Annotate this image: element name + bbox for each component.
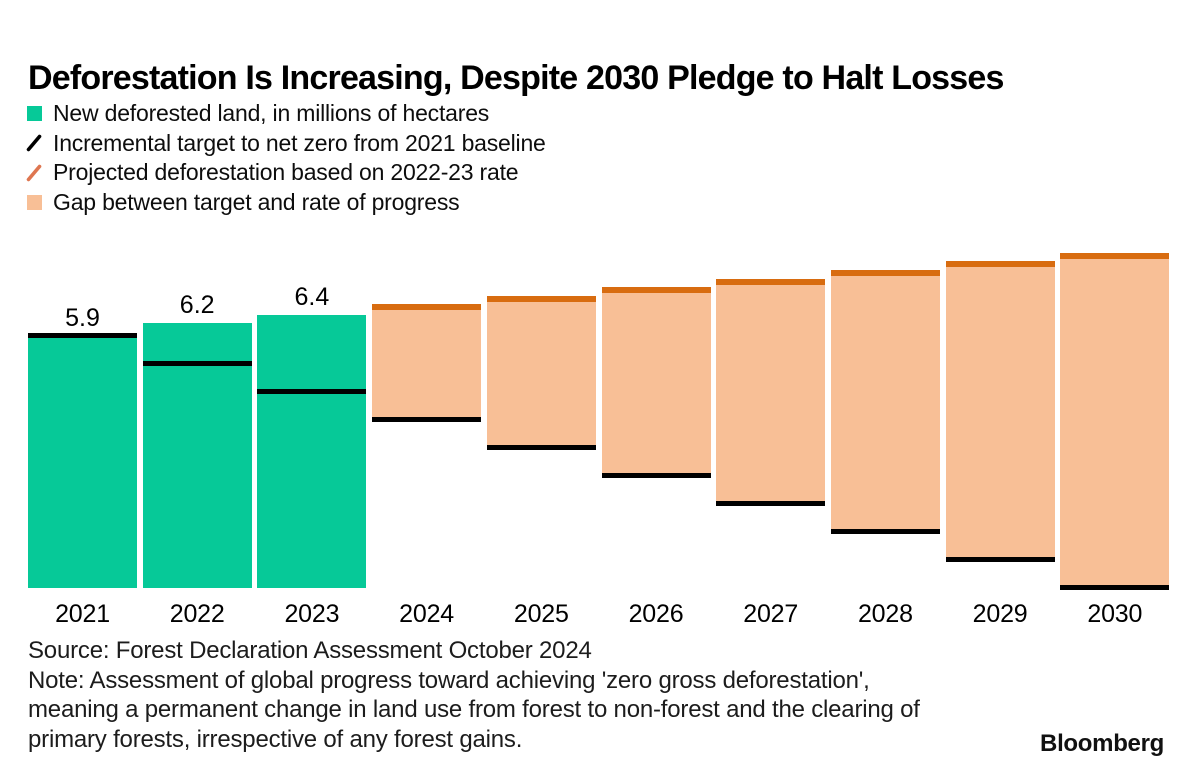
legend-item-gap: Gap between target and rate of progress — [26, 188, 546, 218]
green-square-swatch-icon — [26, 104, 42, 124]
bar-gap-2029 — [945, 261, 1055, 560]
footer: Source: Forest Declaration Assessment Oc… — [28, 636, 956, 754]
x-tick-2030: 2030 — [1087, 600, 1143, 628]
target-line-2023 — [257, 389, 367, 394]
source-text: Source: Forest Declaration Assessment Oc… — [28, 637, 592, 664]
legend-item-label: Incremental target to net zero from 2021… — [53, 129, 546, 156]
peach-square-swatch-icon — [26, 192, 42, 212]
target-line-2029 — [945, 556, 1055, 562]
projected-line-2026 — [601, 287, 711, 294]
target-line-2021 — [28, 333, 137, 339]
x-tick-2026: 2026 — [628, 600, 684, 628]
projected-line-2027 — [716, 278, 826, 285]
legend-item-new-deforested-land: New deforested land, in millions of hect… — [26, 99, 546, 129]
projected-line-2030 — [1060, 252, 1170, 259]
bar-gap-2027 — [716, 278, 826, 504]
target-line-2028 — [830, 529, 940, 535]
x-tick-2029: 2029 — [972, 600, 1028, 628]
x-tick-2022: 2022 — [169, 600, 225, 628]
legend-item-label: New deforested land, in millions of hect… — [53, 100, 490, 127]
chart-title: Deforestation Is Increasing, Despite 203… — [28, 58, 1004, 97]
bar-actual-2022 — [142, 323, 252, 588]
bar-gap-2030 — [1060, 252, 1170, 588]
target-line-2025 — [486, 444, 596, 450]
bar-gap-2026 — [601, 287, 711, 477]
bar-gap-2025 — [486, 295, 596, 448]
legend-item-label: Projected deforestation based on 2022-23… — [53, 159, 519, 186]
legend-item-incremental-target: Incremental target to net zero from 2021… — [26, 129, 546, 159]
target-line-2030 — [1060, 585, 1170, 590]
x-tick-2028: 2028 — [857, 600, 913, 628]
x-tick-2025: 2025 — [513, 600, 569, 628]
projected-line-2029 — [945, 261, 1055, 268]
target-line-2022 — [142, 361, 252, 367]
bar-actual-2023 — [257, 314, 367, 588]
target-line-2024 — [372, 417, 482, 423]
bar-value-label-2021: 5.9 — [65, 304, 100, 333]
bloomberg-logo: Bloomberg — [1040, 730, 1164, 757]
x-tick-2021: 2021 — [55, 600, 110, 628]
bar-gap-2024 — [372, 304, 482, 421]
target-line-2027 — [716, 500, 826, 506]
projected-line-2025 — [486, 295, 596, 302]
bar-value-label-2022: 6.2 — [179, 291, 215, 320]
legend-item-projected-deforestation: Projected deforestation based on 2022-23… — [26, 158, 546, 188]
bar-actual-2021 — [28, 336, 137, 588]
bar-value-label-2023: 6.4 — [294, 282, 330, 311]
projected-line-2028 — [830, 270, 940, 277]
legend: New deforested land, in millions of hect… — [26, 99, 546, 217]
orange-slash-icon — [26, 163, 42, 183]
x-tick-2023: 2023 — [284, 600, 340, 628]
legend-item-label: Gap between target and rate of progress — [53, 188, 460, 215]
black-slash-icon — [26, 133, 42, 153]
note-text: Note: Assessment of global progress towa… — [28, 666, 920, 753]
projected-line-2024 — [372, 304, 482, 311]
target-line-2026 — [601, 473, 711, 479]
x-tick-2027: 2027 — [743, 600, 799, 628]
x-tick-2024: 2024 — [399, 600, 454, 628]
bar-gap-2028 — [830, 270, 940, 533]
